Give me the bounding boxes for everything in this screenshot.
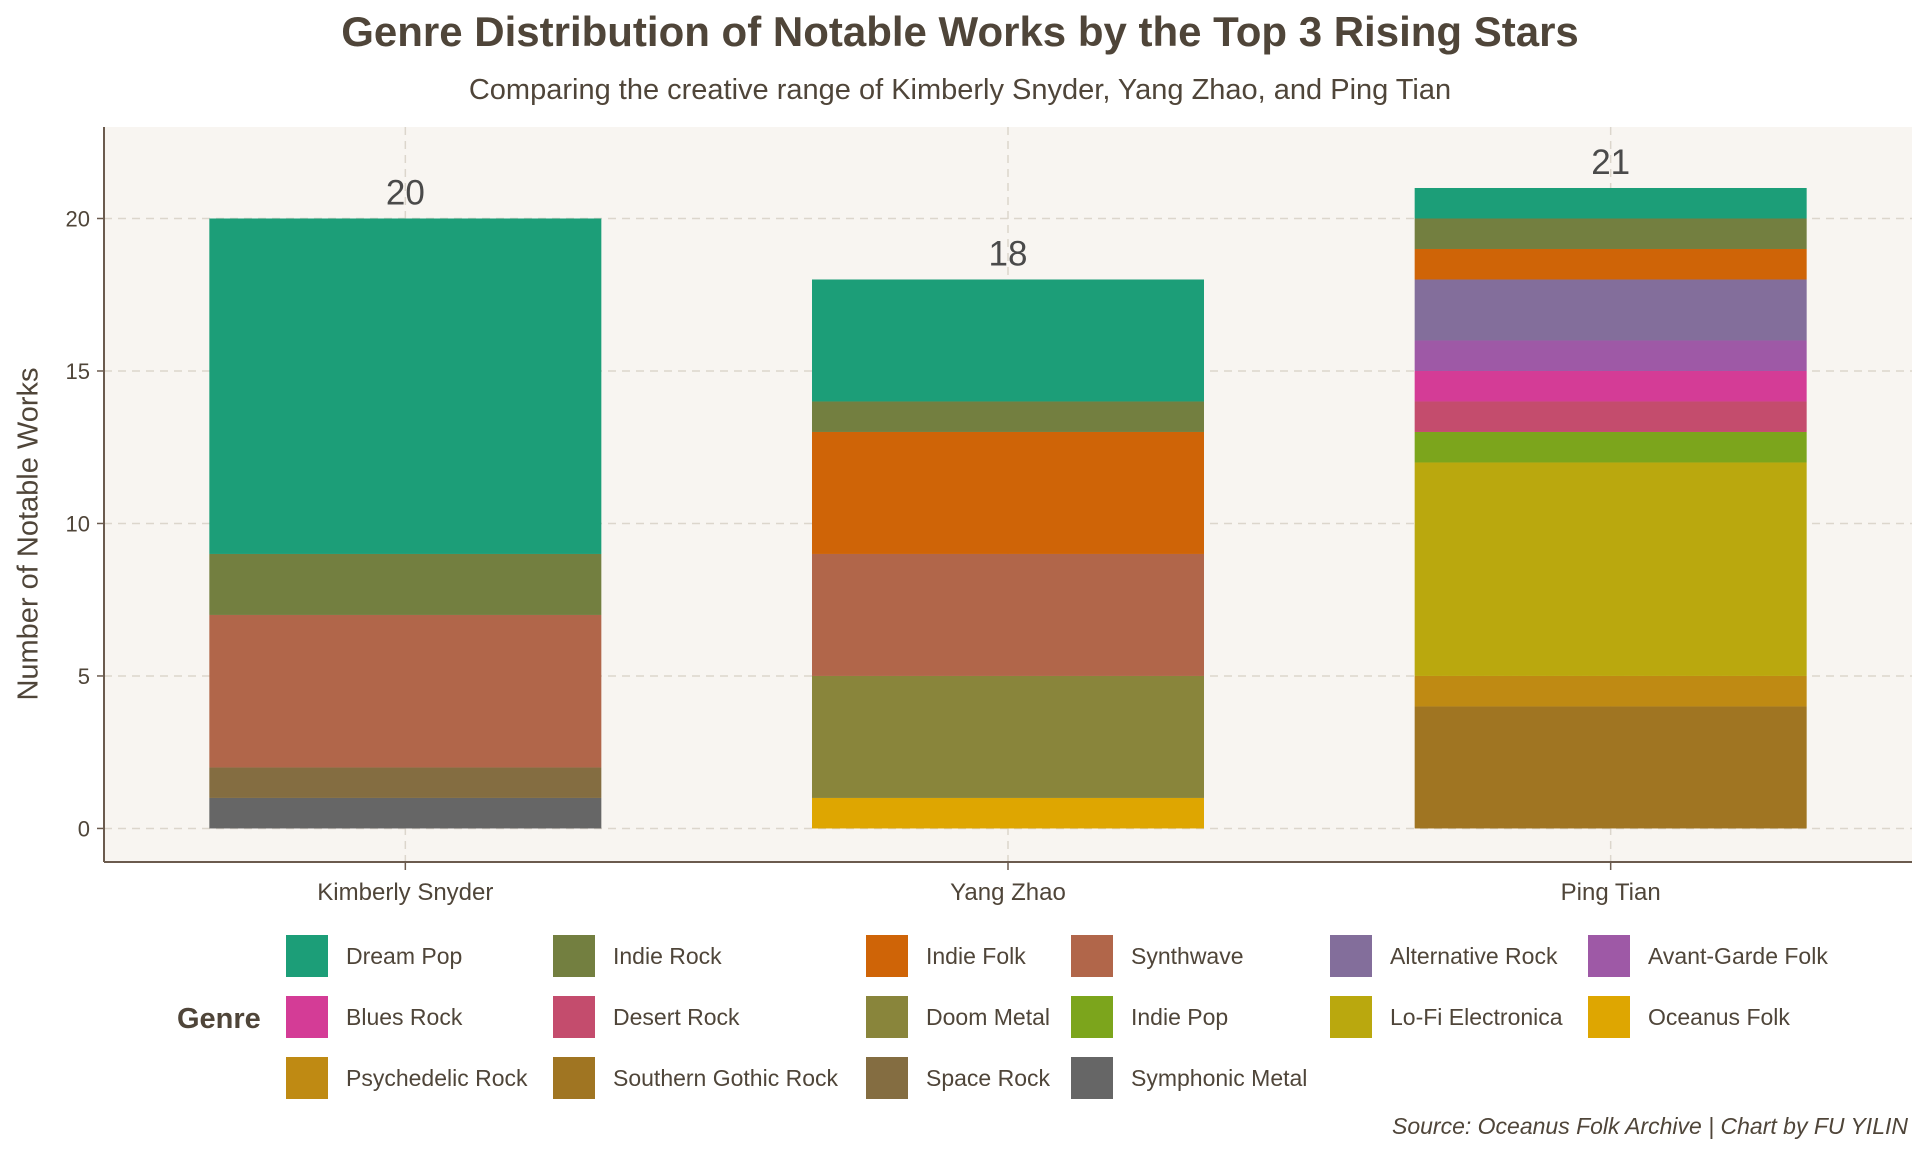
legend-label: Alternative Rock — [1390, 942, 1558, 969]
legend-swatch — [553, 1057, 595, 1099]
legend-label: Indie Folk — [926, 942, 1026, 969]
bar-segment-dream-pop — [812, 279, 1204, 402]
legend-swatch — [866, 935, 908, 977]
x-tick-label: Kimberly Snyder — [317, 879, 493, 906]
legend-swatch — [866, 1057, 908, 1099]
legend-label: Indie Pop — [1131, 1003, 1229, 1030]
legend-item: Indie Rock — [553, 935, 722, 977]
bar-segment-dream-pop — [209, 218, 602, 554]
legend-title: Genre — [177, 1003, 261, 1035]
legend-swatch — [553, 935, 595, 977]
legend-item: Desert Rock — [553, 996, 740, 1038]
bar-segment-space-rock — [209, 767, 602, 798]
y-tick-label: 5 — [78, 664, 90, 689]
legend-swatch — [286, 935, 328, 977]
bar-segment-synthwave — [209, 614, 602, 768]
legend-label: Lo-Fi Electronica — [1390, 1003, 1563, 1030]
bar-segment-oceanus-folk — [812, 797, 1204, 829]
legend-item: Avant-Garde Folk — [1588, 935, 1828, 977]
bar-segment-avant-garde-folk — [1414, 340, 1807, 371]
legend-item: Synthwave — [1071, 935, 1244, 977]
legend-label: Oceanus Folk — [1648, 1003, 1790, 1030]
bar-segment-indie-rock — [812, 401, 1204, 432]
legend-swatch — [1588, 935, 1630, 977]
legend-swatch — [1071, 1057, 1113, 1099]
bar-segment-indie-rock — [209, 553, 602, 615]
bar-segment-doom-metal — [812, 675, 1204, 798]
legend-item: Space Rock — [866, 1057, 1050, 1099]
legend-item: Psychedelic Rock — [286, 1057, 528, 1099]
legend-item: Blues Rock — [286, 996, 462, 1038]
legend-label: Dream Pop — [346, 942, 463, 969]
legend-swatch — [286, 1057, 328, 1099]
bar-total-label: 18 — [989, 234, 1028, 273]
legend-label: Avant-Garde Folk — [1648, 942, 1828, 969]
legend-item: Indie Folk — [866, 935, 1026, 977]
bar-segment-indie-folk — [812, 431, 1204, 554]
legend-swatch — [866, 996, 908, 1038]
bar-segment-symphonic-metal — [209, 797, 602, 829]
legend-swatch — [1071, 935, 1113, 977]
bar-segment-southern-gothic-rock — [1414, 706, 1807, 829]
bar-segment-lo-fi-electronica — [1414, 462, 1807, 676]
bar-segment-indie-pop — [1414, 431, 1807, 463]
legend-label: Psychedelic Rock — [346, 1064, 528, 1091]
bar-segment-indie-folk — [1414, 248, 1807, 280]
legend-swatch — [553, 996, 595, 1038]
chart-subtitle: Comparing the creative range of Kimberly… — [468, 74, 1452, 106]
legend-label: Desert Rock — [613, 1003, 740, 1030]
bar-total-label: 20 — [386, 173, 425, 212]
bar-segment-psychedelic-rock — [1414, 675, 1807, 707]
legend-swatch — [1330, 996, 1372, 1038]
bar-segment-indie-rock — [1414, 218, 1807, 249]
bar-segment-synthwave — [812, 553, 1204, 676]
legend-item: Lo-Fi Electronica — [1330, 996, 1563, 1038]
legend-item: Dream Pop — [286, 935, 462, 977]
legend-label: Indie Rock — [613, 942, 722, 969]
caption: Source: Oceanus Folk Archive | Chart by … — [1391, 1113, 1908, 1139]
bar-segment-alternative-rock — [1414, 279, 1807, 341]
x-tick-label: Ping Tian — [1561, 879, 1661, 906]
bar-total-label: 21 — [1591, 143, 1630, 182]
legend-swatch — [286, 996, 328, 1038]
legend-item: Southern Gothic Rock — [553, 1057, 838, 1099]
chart-title: Genre Distribution of Notable Works by t… — [341, 8, 1579, 55]
legend-label: Space Rock — [926, 1064, 1051, 1091]
y-tick-label: 10 — [66, 511, 90, 536]
legend-swatch — [1588, 996, 1630, 1038]
legend-item: Oceanus Folk — [1588, 996, 1790, 1038]
bar-segment-dream-pop — [1414, 187, 1807, 219]
legend-label: Blues Rock — [346, 1003, 463, 1030]
bar-segment-blues-rock — [1414, 370, 1807, 402]
bar-segment-desert-rock — [1414, 401, 1807, 432]
legend-label: Southern Gothic Rock — [613, 1064, 839, 1091]
legend-swatch — [1071, 996, 1113, 1038]
legend-label: Synthwave — [1131, 942, 1244, 969]
legend-label: Symphonic Metal — [1131, 1064, 1308, 1091]
y-tick-label: 0 — [78, 816, 90, 841]
y-tick-label: 15 — [66, 359, 90, 384]
x-tick-label: Yang Zhao — [950, 879, 1066, 906]
legend-item: Indie Pop — [1071, 996, 1228, 1038]
legend-swatch — [1330, 935, 1372, 977]
legend-item: Doom Metal — [866, 996, 1050, 1038]
legend-item: Symphonic Metal — [1071, 1057, 1307, 1099]
legend-item: Alternative Rock — [1330, 935, 1557, 977]
y-tick-label: 20 — [66, 206, 90, 231]
legend-label: Doom Metal — [926, 1003, 1050, 1030]
